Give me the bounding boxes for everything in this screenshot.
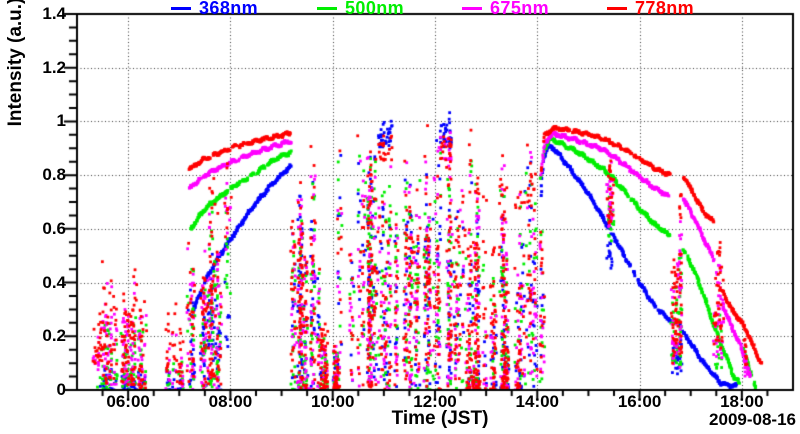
legend-swatch-778nm-icon <box>607 6 627 10</box>
legend-item-500nm: 500nm <box>317 0 405 18</box>
x-tick-label: 06:00 <box>106 392 150 411</box>
legend-label-368nm: 368nm <box>199 0 259 18</box>
legend-label-500nm: 500nm <box>345 0 405 18</box>
legend-item-778nm: 778nm <box>607 0 695 18</box>
y-axis-title: Intensity (a.u.) <box>5 0 26 127</box>
y-tick-label: 0.6 <box>42 218 66 238</box>
x-tick-label: 18:00 <box>720 392 764 411</box>
y-tick-label: 0.8 <box>42 165 66 185</box>
y-tick-label: 0.2 <box>42 326 66 346</box>
x-tick-label: 14:00 <box>515 392 560 411</box>
x-tick-label: 08:00 <box>208 392 253 411</box>
legend-swatch-500nm-icon <box>317 6 337 10</box>
legend-label-778nm: 778nm <box>635 0 695 18</box>
legend-item-368nm: 368nm <box>171 0 259 18</box>
x-tick-label: 16:00 <box>617 392 662 411</box>
x-tick-label: 12:00 <box>413 392 457 411</box>
y-tick-label: 0 <box>56 380 66 399</box>
legend-item-675nm: 675nm <box>462 0 550 18</box>
y-tick-label: 1.4 <box>42 4 66 23</box>
y-tick-label: 1.2 <box>42 57 66 77</box>
legend-label-675nm: 675nm <box>490 0 550 18</box>
legend-swatch-368nm-icon <box>171 6 191 10</box>
x-tick-label: 10:00 <box>310 392 355 411</box>
date-label: 2009-08-16 <box>709 410 796 429</box>
y-tick-label: 0.4 <box>42 272 66 292</box>
x-axis-title: Time (JST) <box>391 408 489 429</box>
y-tick-label: 1 <box>56 111 66 131</box>
legend-swatch-675nm-icon <box>462 6 482 10</box>
